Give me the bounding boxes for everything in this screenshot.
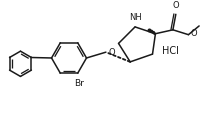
Text: Br: Br [74,79,84,88]
Text: O: O [109,48,115,57]
Text: O: O [172,1,179,10]
Text: NH: NH [129,13,141,22]
Text: O: O [190,29,197,38]
Text: HCl: HCl [162,46,178,56]
